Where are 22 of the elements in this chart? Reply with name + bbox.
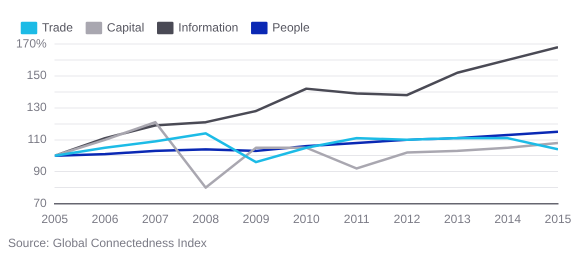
x-tick-label: 2010 bbox=[292, 212, 320, 226]
x-tick-label: 2009 bbox=[242, 212, 270, 226]
legend-label: Capital bbox=[106, 20, 144, 34]
source-note: Source: Global Connectedness Index bbox=[8, 236, 208, 250]
x-tick-label: 2013 bbox=[444, 212, 472, 226]
x-tick-label: 2011 bbox=[344, 212, 370, 226]
y-tick-label: 90 bbox=[33, 164, 48, 178]
x-tick-label: 2014 bbox=[494, 212, 522, 226]
y-tick-label: 70 bbox=[33, 196, 48, 210]
x-tick-label: 2006 bbox=[92, 212, 119, 226]
x-tick-label: 2008 bbox=[192, 212, 220, 226]
x-tick-label: 2005 bbox=[41, 212, 68, 226]
legend-label: Information bbox=[178, 20, 238, 34]
y-tick-label: 150 bbox=[26, 68, 48, 82]
y-tick-label: 130 bbox=[26, 100, 48, 114]
legend-label: People bbox=[272, 20, 310, 34]
x-tick-label: 2007 bbox=[142, 212, 170, 226]
y-tick-label: 170% bbox=[16, 36, 48, 50]
legend-label: Trade bbox=[42, 20, 74, 34]
y-tick-label: 110 bbox=[28, 132, 48, 146]
x-tick-label: 2015 bbox=[544, 212, 572, 226]
x-tick-label: 2012 bbox=[394, 212, 421, 226]
